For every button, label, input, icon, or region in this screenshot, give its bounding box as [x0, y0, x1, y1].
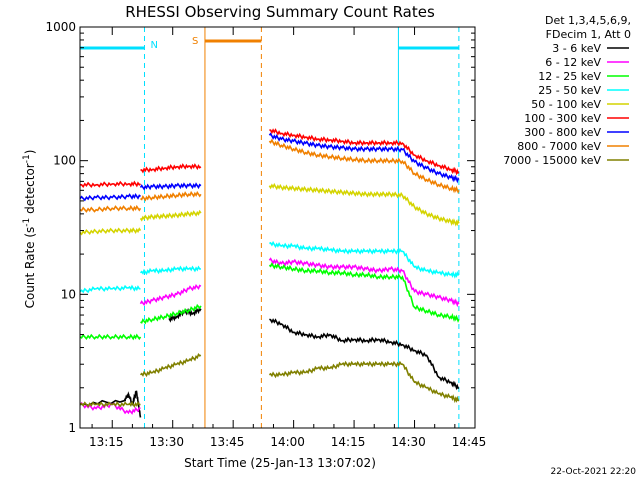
legend-label-4: 50 - 100 keV — [531, 98, 601, 111]
legend-label-2: 12 - 25 keV — [538, 70, 601, 83]
series-line-5-segment-2 — [269, 128, 460, 176]
series-line-2-segment-2 — [268, 262, 460, 323]
series-line-5-segment-1 — [140, 163, 202, 174]
plot-frame — [79, 26, 476, 429]
y-tick-label-1: 10 — [61, 287, 76, 301]
x-tick-label-5: 14:30 — [391, 435, 426, 449]
series-line-4-segment-2 — [268, 182, 460, 227]
x-tick-label-2: 13:45 — [210, 435, 245, 449]
x-tick-label-0: 13:15 — [89, 435, 124, 449]
y-label-part-0: Count Rate (s — [23, 227, 37, 309]
series-line-1-segment-1 — [139, 283, 202, 307]
series-line-4-segment-1 — [139, 209, 202, 222]
series-line-6-segment-0 — [79, 192, 141, 202]
legend-label-0: 3 - 6 keV — [552, 42, 601, 55]
legend-label-7: 800 - 7000 keV — [517, 140, 601, 153]
x-tick-label-4: 14:15 — [331, 435, 366, 449]
y-label-part-4: ) — [23, 150, 37, 155]
x-axis-label: Start Time (25-Jan-13 13:07:02) — [184, 456, 376, 470]
series-line-7-segment-0 — [79, 204, 142, 213]
y-label-part-2: detector — [23, 163, 37, 218]
series-line-8-segment-2 — [268, 360, 460, 404]
series-line-8-segment-1 — [139, 353, 202, 378]
series-line-0-segment-0 — [79, 390, 142, 418]
series-line-3-segment-1 — [139, 265, 201, 276]
series-line-5-segment-0 — [80, 180, 141, 188]
series-lines — [79, 128, 460, 418]
chart-title: RHESSI Observing Summary Count Rates — [125, 3, 435, 21]
series-line-3-segment-0 — [79, 284, 141, 294]
legend-label-6: 300 - 800 keV — [524, 126, 601, 139]
y-tick-label-0: 1 — [68, 421, 76, 435]
legend-label-8: 7000 - 15000 keV — [503, 154, 601, 167]
legend-label-3: 25 - 50 keV — [538, 84, 601, 97]
series-line-2-segment-0 — [79, 333, 142, 341]
legend-label-5: 100 - 300 keV — [524, 112, 601, 125]
series-line-1-segment-2 — [268, 257, 460, 308]
x-tick-label-1: 13:30 — [149, 435, 184, 449]
legend-header-line-1: Det 1,3,4,5,6,9, — [545, 14, 631, 27]
legend: Det 1,3,4,5,6,9, FDecim 1, Att 0 3 - 6 k… — [503, 14, 631, 167]
series-line-2-segment-1 — [140, 303, 202, 325]
axis-ticks: 13:15 13:30 13:45 14:00 14:15 14:30 14:45 1 10 10… — [45, 20, 486, 449]
series-line-7-segment-1 — [140, 190, 202, 202]
series-line-7-segment-2 — [268, 138, 460, 194]
y-label-part-3: -1 — [22, 154, 32, 163]
legend-header-line-2: FDecim 1, Att 0 — [546, 28, 631, 41]
series-line-0-segment-2 — [269, 318, 460, 391]
generation-timestamp: 22-Oct-2021 22:20 — [551, 467, 637, 477]
flag-label-0: N — [150, 40, 157, 51]
flag-label-1: S — [192, 36, 198, 47]
vertical-markers — [143, 27, 460, 428]
series-line-6-segment-2 — [268, 132, 460, 184]
y-label-part-1: -1 — [22, 218, 32, 227]
series-line-8-segment-0 — [79, 401, 141, 408]
series-line-4-segment-0 — [79, 227, 142, 236]
legend-label-1: 6 - 12 keV — [545, 56, 601, 69]
y-tick-label-2: 100 — [53, 154, 76, 168]
x-tick-label-6: 14:45 — [452, 435, 487, 449]
x-tick-label-3: 14:00 — [270, 435, 305, 449]
y-tick-label-3: 1000 — [45, 20, 76, 34]
y-axis-label: Count Rate (s-1 detector-1) — [22, 150, 37, 309]
series-line-6-segment-1 — [139, 182, 202, 191]
series-line-3-segment-2 — [269, 240, 459, 279]
